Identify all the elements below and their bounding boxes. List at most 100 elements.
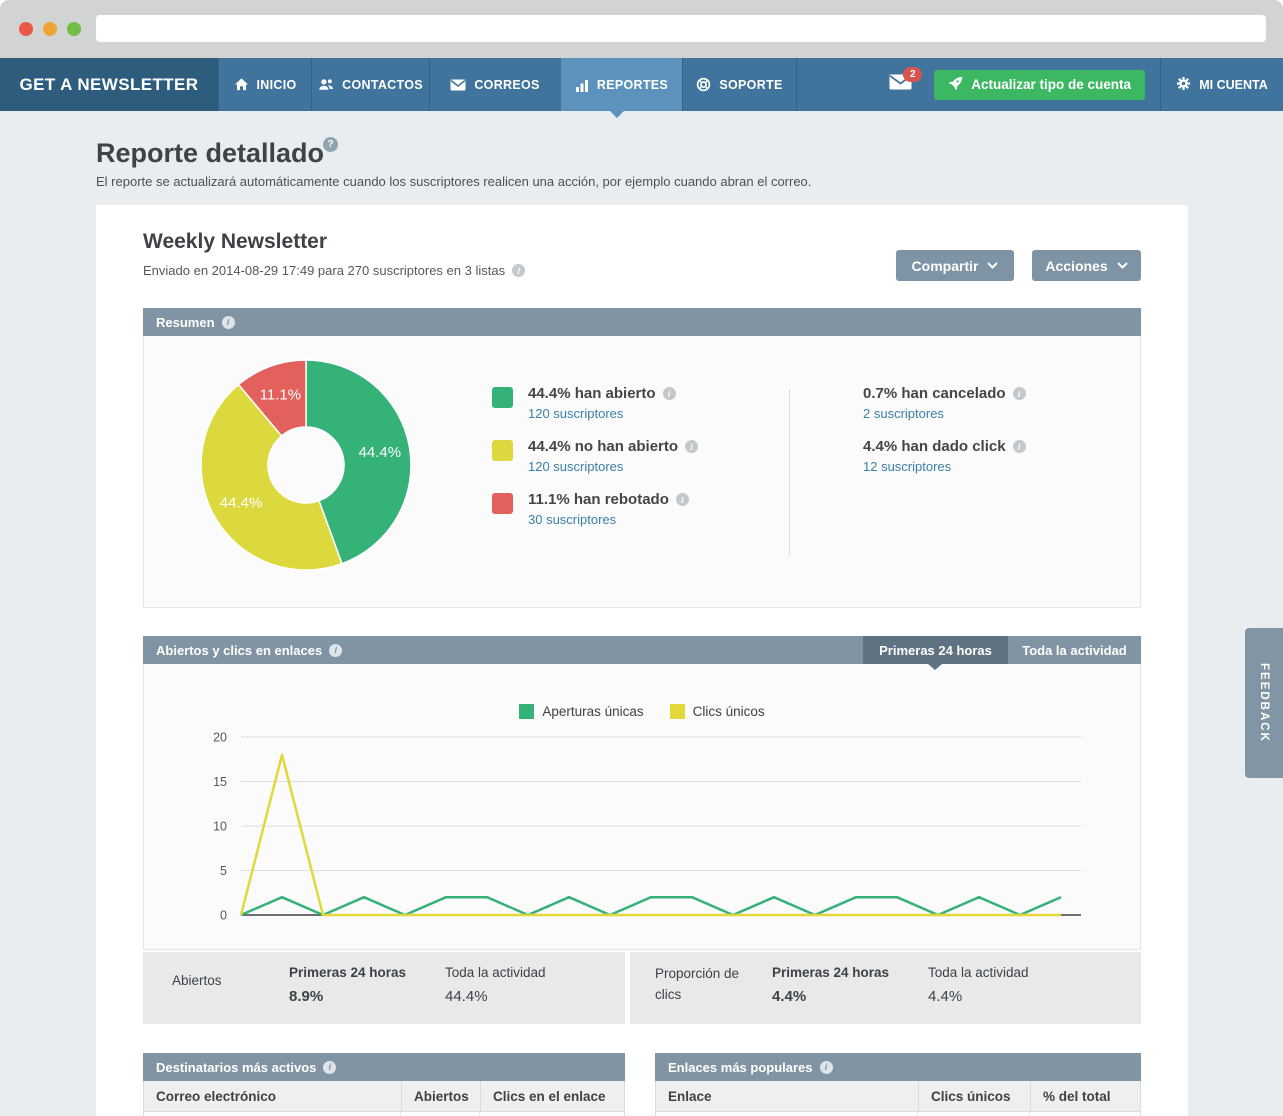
green-swatch (492, 387, 513, 408)
legend-entry-clicks: Clics únicos (669, 704, 765, 719)
share-label: Compartir (911, 257, 979, 274)
stat-value: 4.4% (772, 988, 807, 1005)
tab-first-24-hours[interactable]: Primeras 24 horas (863, 636, 1008, 664)
summary-header-label: Resumen (156, 314, 215, 330)
url-bar[interactable] (96, 15, 1266, 42)
summary-panel: Resumen i 44.4% 44.4% 11.1% 44.4% han abie… (143, 308, 1141, 608)
mail-count-badge: 2 (903, 67, 923, 82)
popular-links-table: Enlaces más populares i Enlace Clics úni… (655, 1053, 1141, 1116)
help-icon[interactable]: ? (323, 137, 338, 152)
life-ring-icon (696, 77, 711, 92)
recipients-table-header: Destinatarios más activos i (143, 1053, 625, 1081)
newsletter-title: Weekly Newsletter (143, 230, 328, 253)
active-subtab-pointer (928, 664, 942, 670)
page-title: Reporte detallado (96, 138, 325, 168)
window-controls (19, 22, 81, 36)
opens-all-stat: Toda la actividad 44.4% (445, 965, 546, 1005)
tab-all-activity[interactable]: Toda la actividad (1022, 642, 1127, 658)
activity-panel: Abiertos y clics en enlaces i Primeras 2… (143, 636, 1141, 950)
close-window-icon[interactable] (19, 22, 33, 36)
svg-text:0: 0 (220, 909, 227, 923)
svg-text:44.4%: 44.4% (220, 495, 263, 512)
info-icon[interactable]: i (323, 1060, 337, 1074)
column-header-link-clicks: Clics en el enlace (493, 1088, 606, 1104)
zoom-window-icon[interactable] (67, 22, 81, 36)
rocket-icon (948, 76, 963, 94)
info-icon[interactable]: i (329, 643, 343, 657)
my-account-button[interactable]: MI CUENTA (1160, 58, 1283, 111)
info-icon[interactable]: i (662, 387, 676, 400)
info-icon[interactable]: i (1012, 440, 1026, 453)
inbox-mail-button[interactable]: 2 (889, 58, 923, 111)
upgrade-account-button[interactable]: Actualizar tipo de cuenta (934, 69, 1145, 100)
subscribers-link[interactable]: 12 suscriptores (863, 459, 952, 474)
nav-tab-contactos[interactable]: CONTACTOS (311, 58, 429, 111)
column-header-opens: Abiertos (402, 1081, 481, 1111)
chevron-down-icon (1116, 262, 1128, 269)
svg-text:5: 5 (220, 864, 227, 878)
info-icon[interactable]: i (512, 264, 526, 277)
stat-title: Toda la actividad (928, 965, 1029, 980)
divider (789, 389, 790, 556)
summary-panel-header: Resumen i (143, 308, 1141, 336)
sent-info-text: Enviado en 2014-08-29 17:49 para 270 sus… (143, 263, 506, 278)
svg-text:11.1%: 11.1% (260, 387, 301, 404)
stat-value: 44.4% (445, 988, 488, 1005)
opens-first24-stat: Primeras 24 horas 8.9% (289, 965, 406, 1005)
nav-tab-reportes[interactable]: REPORTES (560, 58, 682, 111)
home-icon (234, 77, 249, 92)
nav-label: SOPORTE (719, 77, 783, 92)
opens-label: Abiertos (172, 973, 222, 988)
column-header-link: Enlace (656, 1081, 919, 1111)
nav-separator (796, 58, 797, 111)
subscribers-link[interactable]: 30 suscriptores (528, 512, 617, 527)
stat-value: 8.9% (289, 988, 324, 1005)
subscribers-link[interactable]: 2 suscriptores (863, 406, 944, 421)
clicks-all-stat: Toda la actividad 4.4% (928, 965, 1029, 1005)
feedback-tab[interactable]: FEEDBACK (1245, 628, 1283, 778)
line-chart-legend: Aperturas únicas Clics únicos (144, 704, 1140, 719)
stat-title: Primeras 24 horas (289, 965, 407, 980)
yellow-swatch (669, 704, 685, 719)
minimize-window-icon[interactable] (43, 22, 57, 36)
subscribers-link[interactable]: 120 suscriptores (528, 406, 624, 421)
legend-label: 44.4% no han abierto i (528, 438, 699, 455)
legend-item-opened: 44.4% han abierto i 120 suscriptores (492, 385, 698, 423)
svg-text:15: 15 (213, 775, 227, 789)
opens-clicks-line-chart: 0 5 10 15 20 (213, 731, 1081, 923)
opens-donut-chart: 44.4% 44.4% 11.1% (200, 359, 412, 571)
actions-button[interactable]: Acciones (1032, 250, 1141, 281)
share-button[interactable]: Compartir (896, 250, 1014, 281)
stat-value: 4.4% (928, 988, 963, 1005)
stat-title: Toda la actividad (445, 965, 546, 980)
info-icon[interactable]: i (1012, 387, 1026, 400)
links-table-header: Enlaces más populares i (655, 1053, 1141, 1081)
info-icon[interactable]: i (675, 493, 689, 506)
nav-tab-correos[interactable]: CORREOS (429, 58, 560, 111)
info-icon[interactable]: i (819, 1060, 833, 1074)
legend-label: 0.7% han cancelado i (863, 385, 1026, 402)
column-header-percent-total: % del total (1043, 1088, 1111, 1104)
legend-entry-opens: Aperturas únicas (519, 704, 644, 719)
green-swatch (519, 704, 535, 719)
click-rate-label: Proporción de clics (655, 966, 740, 1002)
sent-info: Enviado en 2014-08-29 17:49 para 270 sus… (143, 263, 526, 278)
summary-panel-body: 44.4% 44.4% 11.1% 44.4% han abierto i 120 s… (143, 336, 1141, 608)
report-card: Weekly Newsletter Enviado en 2014-08-29 … (96, 205, 1188, 1116)
actions-label: Acciones (1045, 257, 1108, 274)
subscribers-link[interactable]: 120 suscriptores (528, 459, 624, 474)
nav-label: CORREOS (474, 77, 540, 92)
nav-label: CONTACTOS (342, 77, 423, 92)
contacts-icon (318, 77, 334, 92)
red-swatch (492, 493, 513, 514)
nav-tab-soporte[interactable]: SOPORTE (682, 58, 796, 111)
nav-tab-inicio[interactable]: INICIO (218, 58, 311, 111)
info-icon[interactable]: i (685, 440, 699, 453)
recipients-header-label: Destinatarios más activos (156, 1059, 317, 1075)
clicks-first24-stat: Primeras 24 horas 4.4% (772, 965, 889, 1005)
page-subtitle: El reporte se actualizará automáticament… (96, 174, 812, 189)
info-icon[interactable]: i (221, 315, 235, 329)
brand-logo[interactable]: GET A NEWSLETTER (0, 58, 218, 111)
nav-spacer (797, 58, 889, 111)
